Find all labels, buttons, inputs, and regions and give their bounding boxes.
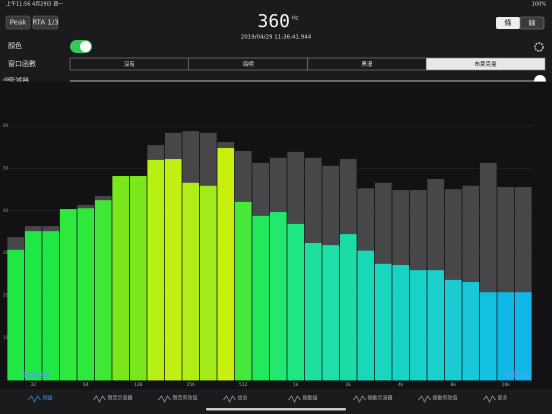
- tab-icon: [353, 395, 366, 403]
- peak-button[interactable]: [5, 15, 31, 30]
- level-bar: [42, 231, 60, 381]
- tab-label[interactable]: 信息: [238, 395, 248, 402]
- window-option-label[interactable]: 海明: [243, 60, 255, 68]
- level-bar: [217, 148, 235, 381]
- color-switch-knob[interactable]: [80, 41, 91, 52]
- tabs: 頻譜 聲音示波器 聲音有效值 信息 振動譜 振動示波器 振動有效值 更多: [28, 395, 508, 403]
- level-bar: [77, 208, 95, 381]
- tab-label[interactable]: 振動譜: [303, 395, 318, 402]
- level-bar: [182, 182, 200, 381]
- level-bar: [479, 292, 497, 381]
- y-tick-label: 10: [3, 335, 9, 340]
- bar-view-label[interactable]: 條: [505, 18, 512, 27]
- level-bar: [497, 292, 515, 381]
- tab-label[interactable]: 更多: [498, 395, 508, 402]
- level-bar: [322, 245, 340, 381]
- peak-button-label[interactable]: Peak: [10, 19, 28, 27]
- test-settings-link[interactable]: 測試設置: [502, 370, 530, 379]
- x-tick-label: 16k: [502, 382, 511, 388]
- frequency-settings-link[interactable]: 頻率設置: [22, 370, 50, 379]
- window-option[interactable]: [425, 57, 546, 71]
- tab-label[interactable]: 振動有效值: [433, 395, 458, 402]
- level-bar: [514, 292, 532, 381]
- tab-label[interactable]: 聲音有效值: [173, 395, 198, 402]
- level-bar: [392, 265, 410, 381]
- level-bar: [304, 243, 322, 381]
- attenuator-label: 衰減器: [8, 76, 29, 85]
- level-bar: [409, 270, 427, 381]
- x-tick-label: 128: [134, 382, 143, 388]
- window-option-label[interactable]: 黑漫: [361, 60, 373, 68]
- level-bar: [59, 209, 77, 381]
- line-view-label[interactable]: 線: [529, 18, 536, 27]
- y-tick-label: 30: [3, 250, 9, 255]
- x-tick-label: 256: [186, 382, 195, 388]
- level-bar: [112, 176, 130, 381]
- level-bar: [199, 185, 217, 381]
- y-axis-label: dB: [3, 77, 9, 83]
- y-tick-label: 20: [3, 293, 9, 298]
- window-segments: 沒有 海明 黑漫 布萊克曼: [69, 57, 546, 71]
- tab-icon: [28, 395, 41, 403]
- level-bar: [427, 270, 445, 381]
- x-tick-label: 4k: [398, 382, 404, 388]
- x-tick-label: 32: [30, 382, 36, 388]
- y-tick-label: 60: [3, 123, 9, 128]
- level-bar: [339, 234, 357, 381]
- tab-icon: [158, 395, 171, 403]
- home-indicator: [206, 408, 346, 411]
- level-bar: [24, 231, 42, 381]
- settings-gear[interactable]: [534, 42, 544, 52]
- window-option-label[interactable]: 布萊克曼: [475, 60, 498, 68]
- level-bar: [287, 223, 305, 381]
- tab-icon: [223, 395, 236, 403]
- level-bar: [374, 263, 392, 381]
- x-tick-label: 512: [239, 382, 248, 388]
- x-tick-label: 1k: [293, 382, 299, 388]
- frequency: 360: [257, 11, 290, 32]
- window-label: 窗口函數: [8, 59, 36, 68]
- level-bar: [7, 249, 25, 381]
- timestamp: 2019/04/29 11:36:41.944: [241, 35, 312, 41]
- tab-icon: [483, 395, 496, 403]
- tab-label[interactable]: 聲音示波器: [108, 395, 133, 402]
- bar-view-toggle[interactable]: [496, 17, 520, 29]
- color-label: 顏色: [8, 41, 22, 50]
- level-bar: [357, 250, 375, 381]
- level-bar: [444, 279, 462, 381]
- tab-icon: [418, 395, 431, 403]
- tab-label[interactable]: 振動示波器: [368, 395, 393, 402]
- x-tick-label: 64: [83, 382, 89, 388]
- x-tick-label: 8k: [451, 382, 457, 388]
- frequency-unit: Hz: [292, 16, 299, 22]
- level-bar: [94, 200, 112, 381]
- level-bar: [234, 201, 252, 381]
- level-bar: [164, 159, 182, 381]
- y-tick-label: 50: [3, 165, 9, 170]
- rta-button[interactable]: [32, 15, 59, 30]
- chart: dB 10 20 30 40 50 60 32 64 128 256 512 1k 2k 4k 8k 16k: [0, 77, 552, 391]
- tab-icon: [93, 395, 106, 403]
- level-bar: [269, 212, 287, 381]
- y-tick-label: 40: [3, 208, 9, 213]
- status-right: 100%: [532, 2, 547, 8]
- level-bar: [147, 159, 165, 381]
- rta-button-label[interactable]: RTA 1/3: [32, 19, 58, 27]
- line-view-toggle[interactable]: [519, 16, 545, 30]
- tab-icon: [288, 395, 301, 403]
- x-tick-label: 2k: [346, 382, 352, 388]
- window-option-label[interactable]: 沒有: [124, 60, 136, 68]
- status-left: 上午11:56 4月29日 週一: [6, 1, 63, 8]
- level-bar: [129, 176, 147, 381]
- level-bar: [462, 282, 480, 381]
- level-bar: [252, 215, 270, 381]
- tab-label[interactable]: 頻譜: [43, 395, 53, 402]
